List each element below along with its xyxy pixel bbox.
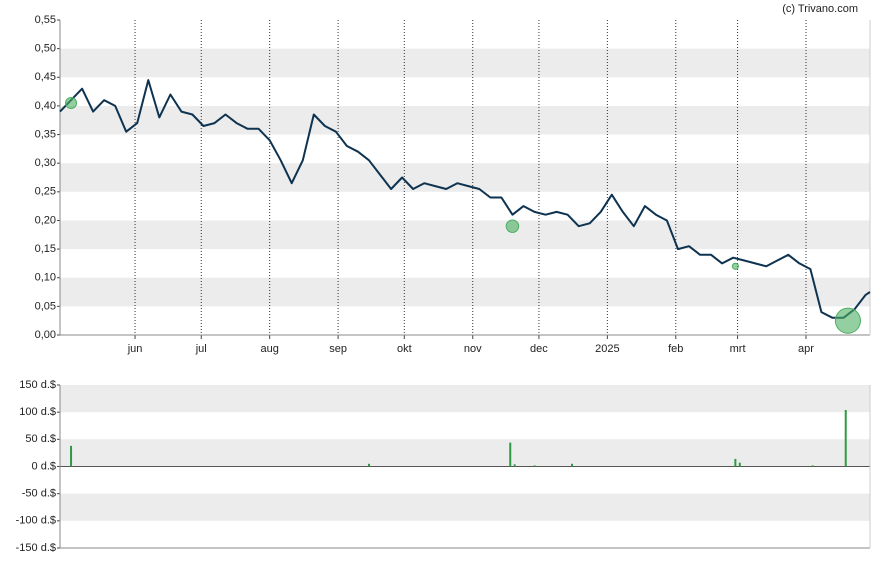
y-tick-label: 0,25 <box>35 186 56 198</box>
event-marker <box>731 262 739 270</box>
volume-bar <box>70 445 73 467</box>
y-tick-label: 0,05 <box>35 300 56 312</box>
y-tick-label: 0,40 <box>35 100 56 112</box>
x-tick-label: 2025 <box>595 343 619 355</box>
y-tick-label: 0,45 <box>35 71 56 83</box>
y-tick-label: 0,15 <box>35 243 56 255</box>
volume-bar <box>811 465 814 467</box>
event-marker <box>505 219 520 233</box>
y-tick-label: 150 d.$ <box>19 379 56 391</box>
grid-band <box>60 163 870 192</box>
volume-bar <box>367 463 370 467</box>
x-tick-label: dec <box>530 343 548 355</box>
x-tick-label: nov <box>464 343 482 355</box>
x-tick-label: apr <box>798 343 814 355</box>
grid-band <box>60 48 870 78</box>
x-tick-label: aug <box>260 343 278 355</box>
x-tick-label: feb <box>668 343 683 355</box>
credit: (c) Trivano.com <box>782 3 858 15</box>
y-tick-label: 0,35 <box>35 128 56 140</box>
y-tick-label: -50 d.$ <box>22 488 56 500</box>
y-tick-label: 100 d.$ <box>19 406 56 418</box>
x-tick-label: mrt <box>730 343 746 355</box>
y-tick-label: 0,30 <box>35 157 56 169</box>
event-marker <box>834 307 861 334</box>
y-tick-label: 0,00 <box>35 329 56 341</box>
volume-bar <box>533 465 536 467</box>
volume-bar <box>844 409 847 467</box>
y-tick-label: 0,10 <box>35 272 56 284</box>
grid-band <box>60 105 870 135</box>
y-tick-label: 0,55 <box>35 14 56 26</box>
grid-band <box>60 277 870 307</box>
volume-bar <box>513 464 516 467</box>
price-line <box>59 79 871 319</box>
grid-band <box>60 385 870 413</box>
volume-bar <box>734 458 737 467</box>
x-tick-label: okt <box>397 343 412 355</box>
grid-band <box>60 439 870 467</box>
grid-band <box>60 493 870 521</box>
x-tick-label: jul <box>195 343 207 355</box>
y-tick-label: -100 d.$ <box>16 515 56 527</box>
y-tick-label: 0,20 <box>35 214 56 226</box>
grid-band <box>60 220 870 250</box>
y-tick-label: 0 d.$ <box>32 460 56 472</box>
event-marker <box>65 97 78 110</box>
volume-bar <box>509 442 512 467</box>
y-tick-label: 0,50 <box>35 43 56 55</box>
x-tick-label: jun <box>127 343 143 355</box>
volume-bar <box>571 463 574 467</box>
y-tick-label: -150 d.$ <box>16 542 56 554</box>
y-tick-label: 50 d.$ <box>25 433 56 445</box>
x-tick-label: sep <box>329 343 347 355</box>
volume-bar <box>738 462 741 467</box>
